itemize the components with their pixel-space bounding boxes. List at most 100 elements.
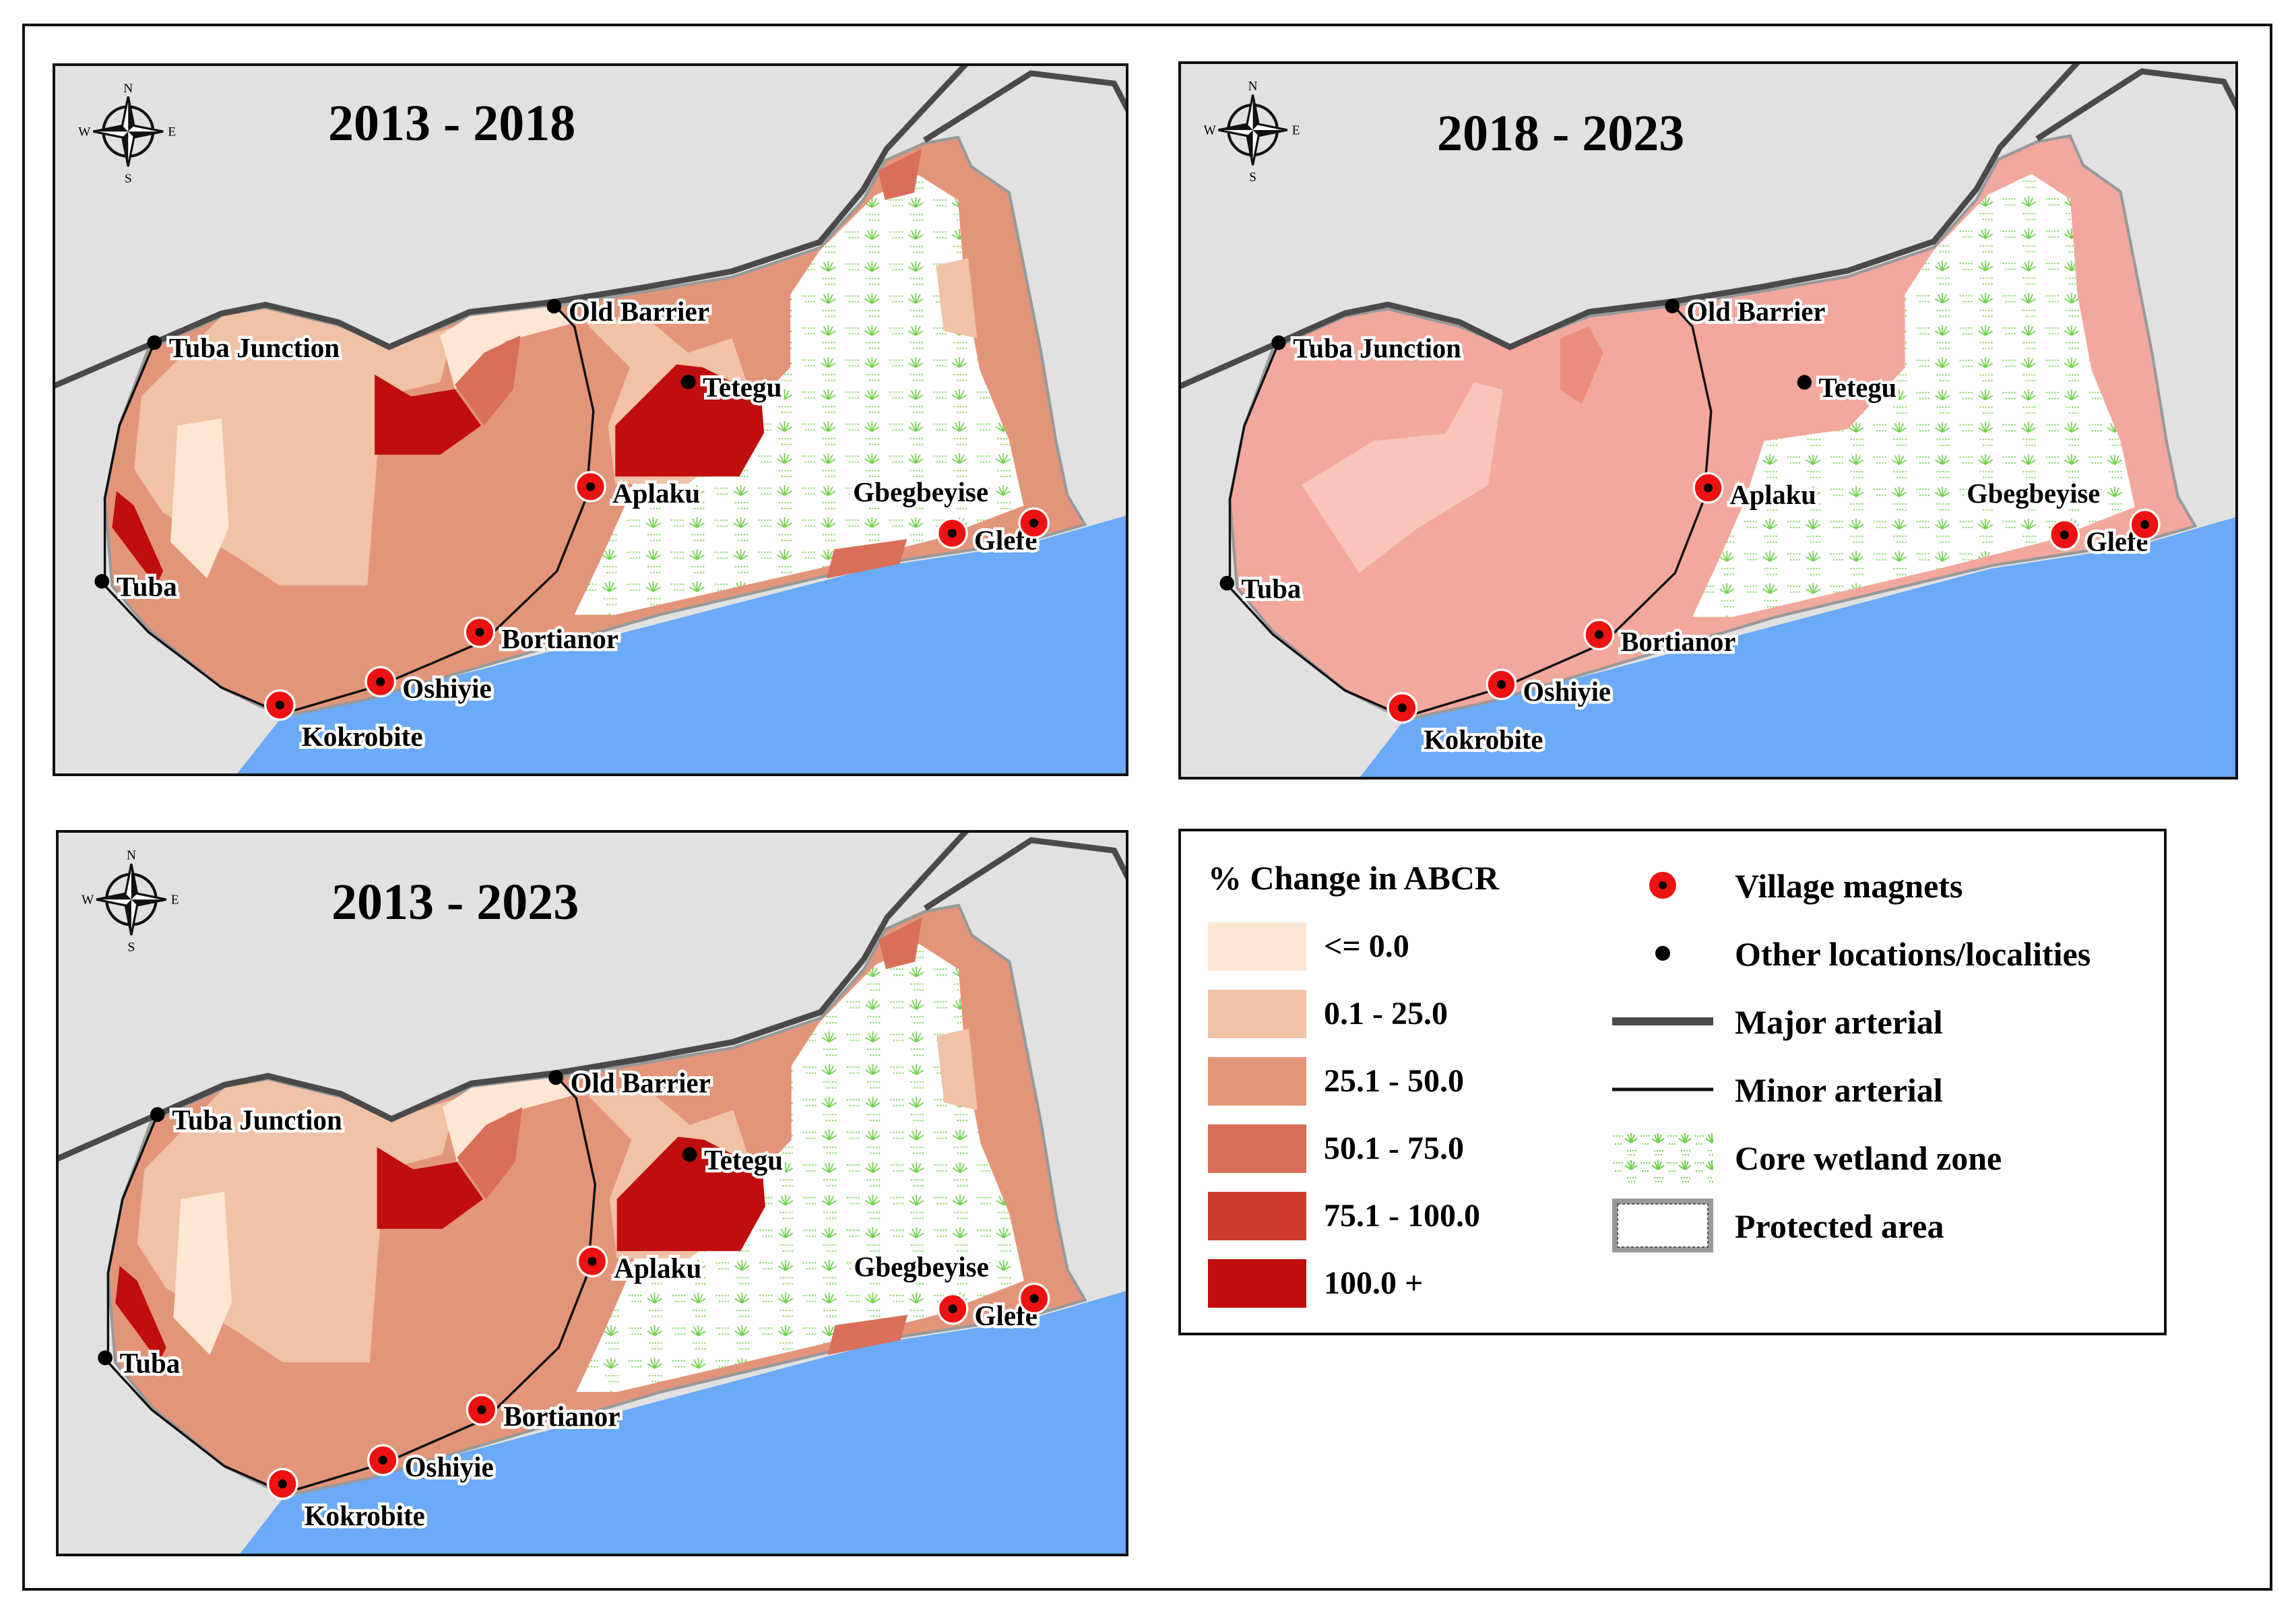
- place-label: Tetegu: [1819, 373, 1896, 403]
- zone-0-25: [936, 258, 978, 339]
- compass-n: N: [123, 82, 133, 96]
- place-label: Gbegbeyise: [854, 1251, 988, 1282]
- legend-symbol-label: Other locations/localities: [1735, 935, 2091, 973]
- village-magnet-center: [1029, 518, 1039, 528]
- legend-swatch: [1208, 1192, 1306, 1240]
- panel-title: 2013 - 2018: [328, 95, 576, 152]
- village-magnet-center: [1029, 1294, 1039, 1303]
- place-label: Kokrobite: [1424, 724, 1543, 755]
- compass-star-fill: [96, 864, 166, 935]
- zone-50-75: [879, 917, 922, 970]
- locality-dot-icon: [1219, 575, 1234, 591]
- legend-symbol-label: Major arterial: [1735, 1003, 1943, 1041]
- village-magnet-center: [2060, 530, 2069, 540]
- minor-arterial: [103, 304, 595, 716]
- place-label: Tuba Junction: [169, 332, 340, 363]
- locality-dot-icon: [1271, 335, 1286, 350]
- place-label: Old Barrier: [1687, 296, 1826, 327]
- legend-swatch: [1208, 1057, 1306, 1106]
- sea: [240, 1291, 1126, 1554]
- locality-dot-icon: [1665, 298, 1680, 314]
- village-magnet-center: [1397, 703, 1407, 713]
- village-magnet-center: [587, 1257, 597, 1266]
- place-label: Bortianor: [503, 1401, 620, 1432]
- village-magnet-icon: [1649, 872, 1676, 899]
- compass-e: E: [171, 893, 179, 908]
- core-wetland-zone: [1692, 174, 2135, 617]
- compass-e: E: [1292, 123, 1300, 137]
- place-label: Tetegu: [703, 371, 782, 402]
- place-label: Aplaku: [612, 478, 700, 509]
- zone-100-plus: [375, 375, 482, 455]
- village-magnet-center: [477, 1405, 486, 1415]
- place-label: Aplaku: [614, 1252, 701, 1283]
- place-label: Tuba Junction: [1293, 333, 1461, 363]
- legend-class-label: 100.0 +: [1324, 1265, 1424, 1301]
- compass-rose-icon: N S E W: [82, 848, 179, 955]
- zone-100-plus: [115, 1265, 166, 1362]
- place-label: Tuba: [117, 571, 177, 602]
- place-label: Kokrobite: [302, 721, 423, 752]
- map-panel-2018-2023: N S E W Tuba Junction Old Barrier Tetegu Tuba Ap…: [1178, 61, 2238, 780]
- compass-rose-icon: N S E W: [78, 82, 176, 186]
- core-wetland-zone: [574, 175, 1024, 615]
- compass-s: S: [125, 172, 132, 186]
- place-label: Kokrobite: [305, 1500, 425, 1531]
- core-wetland-zone: [576, 944, 1024, 1393]
- map-panel-2013-2023: N S E W Tuba Junction Old Barrier Tetegu Tuba Ap…: [56, 830, 1128, 1556]
- major-arterial: [922, 70, 1126, 143]
- compass-w: W: [1204, 123, 1217, 137]
- place-label: Aplaku: [1729, 480, 1816, 510]
- major-arterial: [923, 837, 1126, 912]
- compass-n: N: [1248, 80, 1258, 94]
- village-magnet-center: [1497, 680, 1506, 689]
- compass-rose-icon: N S E W: [1204, 80, 1300, 185]
- village-magnet-center: [1704, 483, 1713, 492]
- compass-w: W: [78, 125, 91, 139]
- place-label: Tetegu: [704, 1144, 783, 1175]
- place-label: Gbegbeyise: [853, 476, 988, 507]
- zone-50-75: [827, 1314, 908, 1355]
- legend-symbol-label: Protected area: [1735, 1207, 1944, 1245]
- compass-star-fill: [93, 96, 164, 167]
- place-label: Oshiyie: [402, 673, 492, 704]
- locality-dot-icon: [1797, 375, 1812, 390]
- minor-arterial-line-icon: [1612, 1087, 1713, 1091]
- locality-dot-icon: [680, 375, 696, 389]
- legend-symbol-label: Village magnets: [1735, 867, 1963, 905]
- sea: [1360, 517, 2235, 777]
- compass-star: [1218, 94, 1288, 166]
- legend-swatch: [1208, 1124, 1306, 1173]
- map-legend: % Change in ABCR <= 0.0 0.1 - 25.0 25.1 - …: [1178, 829, 2167, 1335]
- place-label: Old Barrier: [569, 296, 709, 327]
- locality-dot-icon: [94, 574, 110, 589]
- locality-dot-icon: [150, 1107, 165, 1122]
- map-svg: N S E W Tuba Junction Old Barrier Tetegu Tuba Ap…: [59, 833, 1126, 1554]
- legend-class-label: 50.1 - 75.0: [1324, 1131, 1464, 1166]
- zone-0-25: [936, 1028, 978, 1110]
- zone-le-0: [170, 418, 229, 579]
- village-magnet-center: [586, 482, 595, 491]
- locality-dot-icon: [682, 1147, 697, 1162]
- compass-w: W: [82, 893, 94, 908]
- zone-darker: [1560, 326, 1603, 405]
- major-arterial-line-icon: [1612, 1017, 1713, 1025]
- map-panel-2013-2018: N S E W Tuba Junction Old Barrier Tetegu Tuba Ap…: [53, 63, 1128, 776]
- locality-dot-icon: [1655, 946, 1670, 961]
- locality-dot-icon: [147, 335, 162, 350]
- zone-50-75: [827, 539, 907, 579]
- legend-class-label: 0.1 - 25.0: [1324, 996, 1448, 1031]
- wetland-pattern-icon: [1612, 1131, 1713, 1184]
- zone-lighter: [1302, 382, 1503, 573]
- locality-dot-icon: [98, 1350, 113, 1366]
- legend-symbol-label: Minor arterial: [1735, 1071, 1943, 1109]
- place-label: Gbegbeyise: [1967, 478, 2100, 509]
- place-label: Oshiyie: [405, 1451, 494, 1482]
- village-magnet-center: [376, 677, 385, 687]
- place-label: Bortianor: [1620, 626, 1735, 656]
- zone-le-0: [173, 1191, 232, 1355]
- place-label: Tuba: [120, 1347, 181, 1378]
- locality-dot-icon: [546, 298, 562, 314]
- village-magnet-center: [947, 529, 957, 538]
- place-label: Bortianor: [501, 623, 618, 654]
